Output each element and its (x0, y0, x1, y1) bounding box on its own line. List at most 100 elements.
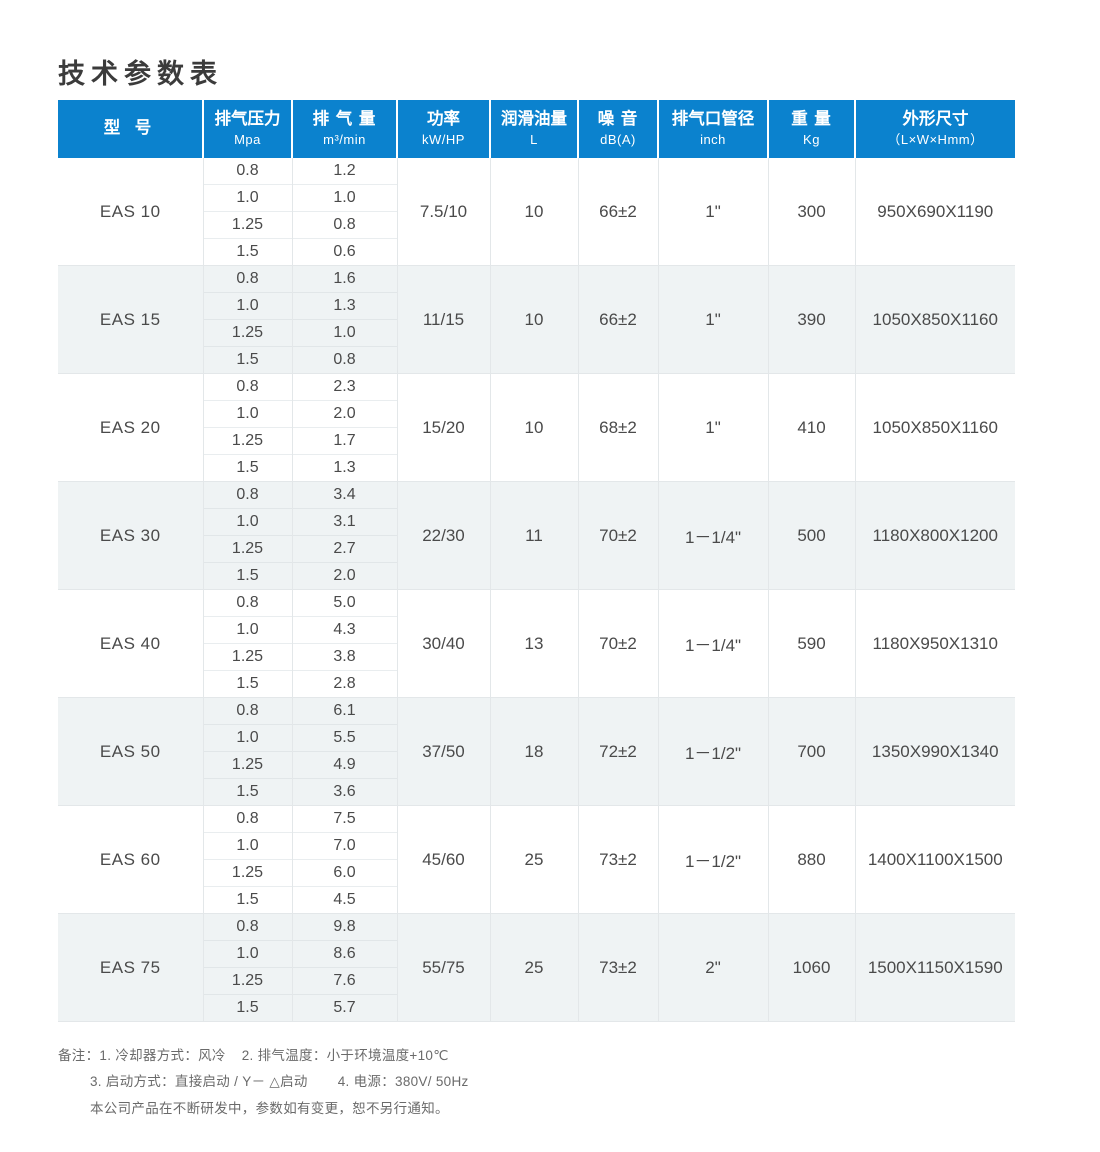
cell-flow-value: 2.0 (292, 401, 397, 429)
cell-pressure-group: 0.8 1.0 1.25 1.5 (203, 481, 293, 591)
header-weight-main: 重 量 (791, 110, 832, 128)
cell-dimensions: 1180X800X1200 (855, 481, 1015, 591)
table-row: EAS 50 0.8 1.0 1.25 1.5 6.1 5.5 4.9 3.6 37/50 18 72… (58, 697, 1015, 807)
cell-oil: 10 (490, 373, 579, 483)
header-model: 型 号 (58, 100, 204, 159)
cell-flow-value: 3.6 (333, 783, 356, 801)
cell-outlet: 1" (658, 265, 769, 375)
cell-flow-value: 8.6 (292, 941, 397, 969)
cell-weight: 590 (768, 589, 856, 699)
cell-flow-value: 1.6 (292, 266, 397, 294)
header-row: 型 号 排气压力 Mpa 排 气 量 m³/min 功率 kW/HP 润滑油量 … (58, 100, 1015, 159)
cell-flow-value: 1.2 (292, 158, 397, 186)
cell-power: 15/20 (397, 373, 491, 483)
table-row: EAS 20 0.8 1.0 1.25 1.5 2.3 2.0 1.7 1.3 15/20 10 68… (58, 373, 1015, 483)
cell-pressure-value: 1.5 (236, 999, 259, 1017)
header-weight-unit: Kg (803, 131, 820, 147)
cell-noise: 70±2 (578, 589, 659, 699)
footnote-item-1: 1. 冷却器方式：风冷 (99, 1048, 226, 1063)
cell-flow-value: 4.3 (292, 617, 397, 645)
cell-pressure-value: 1.0 (203, 185, 292, 213)
header-power-unit: kW/HP (422, 131, 465, 147)
cell-oil: 13 (490, 589, 579, 699)
cell-outlet: 2" (658, 913, 769, 1023)
table-header: 型 号 排气压力 Mpa 排 气 量 m³/min 功率 kW/HP 润滑油量 … (58, 100, 1015, 159)
cell-power: 30/40 (397, 589, 491, 699)
cell-dimensions: 950X690X1190 (855, 158, 1015, 267)
cell-pressure-value: 1.0 (203, 725, 292, 753)
cell-dimensions: 1050X850X1160 (855, 265, 1015, 375)
cell-flow-value: 9.8 (292, 914, 397, 942)
cell-pressure-value: 1.25 (203, 536, 292, 564)
cell-pressure-value: 1.25 (203, 752, 292, 780)
header-pressure-unit: Mpa (234, 131, 261, 147)
cell-outlet: 1－1/4" (658, 481, 769, 591)
technical-parameters-table: 型 号 排气压力 Mpa 排 气 量 m³/min 功率 kW/HP 润滑油量 … (58, 100, 1015, 1023)
cell-outlet: 1－1/2" (658, 805, 769, 915)
cell-oil: 25 (490, 913, 579, 1023)
cell-flow-value: 1.3 (292, 293, 397, 321)
cell-power: 55/75 (397, 913, 491, 1023)
cell-model: EAS 60 (58, 805, 204, 915)
cell-pressure-value: 1.5 (236, 567, 259, 585)
table-row: EAS 30 0.8 1.0 1.25 1.5 3.4 3.1 2.7 2.0 22/30 11 70… (58, 481, 1015, 591)
cell-flow-value: 2.3 (292, 374, 397, 402)
cell-pressure-group: 0.8 1.0 1.25 1.5 (203, 697, 293, 807)
cell-model: EAS 15 (58, 265, 204, 375)
cell-weight: 410 (768, 373, 856, 483)
cell-flow-group: 1.2 1.0 0.8 0.6 (292, 158, 398, 267)
header-pressure: 排气压力 Mpa (203, 100, 293, 159)
cell-dimensions: 1500X1150X1590 (855, 913, 1015, 1023)
cell-flow-group: 6.1 5.5 4.9 3.6 (292, 697, 398, 807)
cell-noise: 73±2 (578, 913, 659, 1023)
table-row: EAS 10 0.8 1.0 1.25 1.5 1.2 1.0 0.8 0.6 7.5/10 10 6… (58, 158, 1015, 267)
cell-power: 7.5/10 (397, 158, 491, 267)
cell-noise: 66±2 (578, 265, 659, 375)
cell-pressure-value: 0.8 (203, 482, 292, 510)
cell-flow-group: 9.8 8.6 7.6 5.7 (292, 913, 398, 1023)
table-row: EAS 15 0.8 1.0 1.25 1.5 1.6 1.3 1.0 0.8 11/15 10 66… (58, 265, 1015, 375)
header-oil-main: 润滑油量 (501, 110, 567, 128)
table-row: EAS 75 0.8 1.0 1.25 1.5 9.8 8.6 7.6 5.7 55/75 25 73… (58, 913, 1015, 1023)
cell-outlet: 1－1/2" (658, 697, 769, 807)
header-outlet: 排气口管径 inch (658, 100, 769, 159)
cell-oil: 18 (490, 697, 579, 807)
cell-noise: 72±2 (578, 697, 659, 807)
cell-weight: 300 (768, 158, 856, 267)
cell-flow-value: 5.5 (292, 725, 397, 753)
cell-flow-group: 7.5 7.0 6.0 4.5 (292, 805, 398, 915)
cell-flow-value: 3.8 (292, 644, 397, 672)
cell-pressure-value: 1.25 (203, 644, 292, 672)
cell-pressure-value: 1.5 (236, 351, 259, 369)
header-oil-unit: L (530, 131, 538, 147)
header-weight: 重 量 Kg (768, 100, 856, 159)
cell-model: EAS 40 (58, 589, 204, 699)
table-row: EAS 60 0.8 1.0 1.25 1.5 7.5 7.0 6.0 4.5 45/60 25 73… (58, 805, 1015, 915)
footnote-line-3: 本公司产品在不断研发中，参数如有变更，恕不另行通知。 (90, 1100, 449, 1116)
cell-noise: 73±2 (578, 805, 659, 915)
cell-pressure-value: 1.25 (203, 428, 292, 456)
cell-power: 22/30 (397, 481, 491, 591)
cell-flow-value: 0.8 (292, 212, 397, 240)
cell-flow-value: 2.8 (333, 675, 356, 693)
cell-pressure-value: 0.8 (203, 914, 292, 942)
cell-flow-value: 5.7 (333, 999, 356, 1017)
cell-dimensions: 1400X1100X1500 (855, 805, 1015, 915)
cell-pressure-value: 0.8 (203, 158, 292, 186)
cell-weight: 500 (768, 481, 856, 591)
cell-pressure-value: 0.8 (203, 374, 292, 402)
footnote-item-3: 3. 启动方式：直接启动 / Y－ △启动 (90, 1074, 308, 1090)
cell-pressure-value: 0.8 (203, 806, 292, 834)
footnote-line-2: 3. 启动方式：直接启动 / Y－ △启动 4. 电源：380V/ 50Hz (58, 1069, 469, 1095)
header-flow-unit: m³/min (323, 131, 366, 147)
cell-flow-group: 5.0 4.3 3.8 2.8 (292, 589, 398, 699)
cell-flow-value: 1.3 (333, 459, 356, 477)
cell-dimensions: 1050X850X1160 (855, 373, 1015, 483)
cell-flow-group: 3.4 3.1 2.7 2.0 (292, 481, 398, 591)
cell-outlet: 1" (658, 158, 769, 267)
cell-oil: 11 (490, 481, 579, 591)
cell-weight: 1060 (768, 913, 856, 1023)
cell-flow-value: 5.0 (292, 590, 397, 618)
cell-pressure-group: 0.8 1.0 1.25 1.5 (203, 265, 293, 375)
